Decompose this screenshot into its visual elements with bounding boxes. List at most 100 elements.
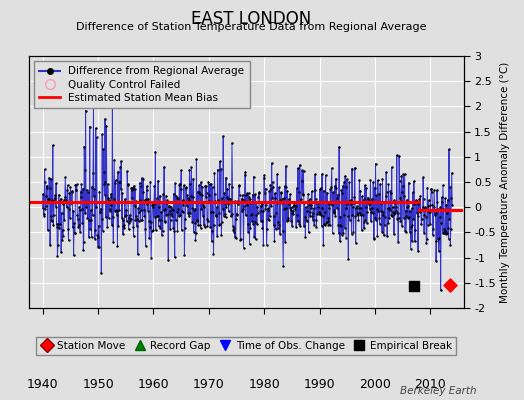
Point xyxy=(399,171,408,178)
Text: 1990: 1990 xyxy=(304,378,335,391)
Point xyxy=(166,217,174,223)
Point xyxy=(305,196,314,202)
Point xyxy=(353,203,361,210)
Point xyxy=(392,204,400,210)
Point xyxy=(81,166,89,173)
Point xyxy=(248,211,256,218)
Point xyxy=(310,205,318,212)
Point xyxy=(74,224,82,230)
Point xyxy=(432,237,441,244)
Point xyxy=(126,218,135,225)
Point xyxy=(354,210,362,216)
Point xyxy=(168,212,177,219)
Point xyxy=(314,204,322,210)
Point xyxy=(78,220,86,226)
Point xyxy=(182,184,190,190)
Point xyxy=(57,196,65,202)
Point xyxy=(438,230,446,236)
Point xyxy=(396,178,404,184)
Point xyxy=(156,225,165,232)
Point xyxy=(368,205,377,211)
Point xyxy=(419,196,428,202)
Point xyxy=(319,242,328,248)
Point xyxy=(249,221,257,227)
Point xyxy=(284,216,292,223)
Point xyxy=(61,199,70,206)
Point xyxy=(183,195,192,201)
Point xyxy=(122,212,130,218)
Point xyxy=(147,254,155,261)
Point xyxy=(275,196,283,203)
Point xyxy=(259,175,268,182)
Point xyxy=(445,216,454,222)
Point xyxy=(198,184,206,190)
Point xyxy=(376,200,385,206)
Point xyxy=(158,199,167,206)
Point xyxy=(363,208,372,215)
Point xyxy=(173,227,182,234)
Point xyxy=(391,210,399,216)
Point xyxy=(192,230,200,236)
Point xyxy=(445,146,453,152)
Point xyxy=(197,179,205,186)
Point xyxy=(382,169,390,176)
Point xyxy=(257,202,265,209)
Point xyxy=(242,192,250,198)
Point xyxy=(135,218,143,225)
Point xyxy=(431,210,440,216)
Point xyxy=(204,218,212,224)
Point xyxy=(86,226,94,232)
Point xyxy=(332,176,340,182)
Point xyxy=(395,153,403,159)
Point xyxy=(159,207,168,214)
Point xyxy=(80,239,88,245)
Point xyxy=(274,219,282,226)
Point xyxy=(337,187,346,193)
Point xyxy=(318,204,326,211)
Point xyxy=(393,216,401,222)
Point xyxy=(205,192,213,198)
Point xyxy=(182,184,190,191)
Point xyxy=(247,200,256,206)
Point xyxy=(156,192,164,199)
Point xyxy=(427,185,435,192)
Point xyxy=(326,200,335,207)
Point xyxy=(327,184,335,190)
Point xyxy=(411,227,419,233)
Text: 1980: 1980 xyxy=(248,378,280,391)
Point xyxy=(105,208,114,214)
Point xyxy=(152,212,161,219)
Point xyxy=(118,222,127,229)
Text: 2010: 2010 xyxy=(414,378,446,391)
Point xyxy=(290,203,299,209)
Point xyxy=(444,224,452,231)
Point xyxy=(316,212,325,218)
Point xyxy=(112,206,121,213)
Point xyxy=(110,156,118,163)
Point xyxy=(347,196,355,203)
Point xyxy=(61,194,69,201)
Point xyxy=(325,201,333,207)
Point xyxy=(264,215,272,222)
Point xyxy=(423,185,431,191)
Point xyxy=(150,182,159,189)
Point xyxy=(397,172,406,179)
Point xyxy=(430,187,439,193)
Point xyxy=(188,218,196,225)
Point xyxy=(351,164,359,171)
Point xyxy=(406,208,414,214)
Point xyxy=(76,228,84,235)
Point xyxy=(108,214,117,220)
Point xyxy=(104,181,112,187)
Point xyxy=(378,228,386,235)
Point xyxy=(442,210,451,216)
Point xyxy=(132,198,140,205)
Point xyxy=(234,199,243,205)
Point xyxy=(130,182,138,189)
Point xyxy=(439,206,447,213)
Point xyxy=(154,212,162,219)
Point xyxy=(39,191,47,197)
Point xyxy=(81,107,90,114)
Point xyxy=(69,252,78,258)
Point xyxy=(224,200,233,207)
